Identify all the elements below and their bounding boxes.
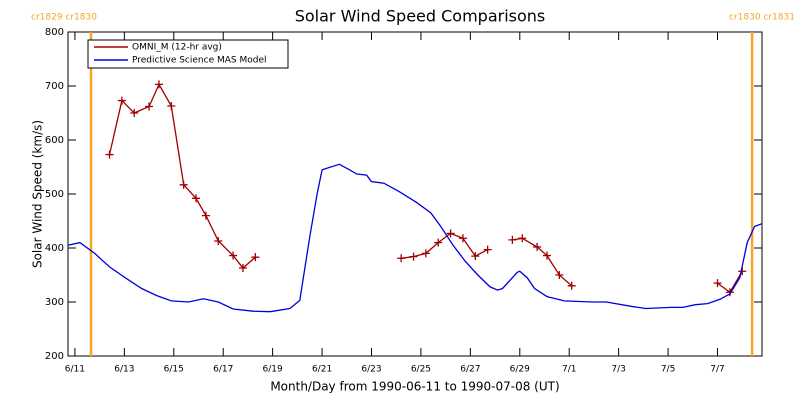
data-point [725,288,734,297]
legend-box [87,39,289,69]
x-tick-label: 6/23 [361,365,381,375]
x-tick-label: 6/25 [411,365,431,375]
data-point [409,252,418,261]
data-point [446,229,455,238]
data-point [471,252,480,261]
data-point [567,281,576,290]
data-point [105,150,114,159]
data-point [533,242,542,251]
data-point [397,254,406,263]
data-point [192,194,201,203]
data-point [229,251,238,260]
data-point [251,253,260,262]
y-tick-label: 700 [45,81,64,92]
x-tick-label: 6/11 [65,365,85,375]
data-point [458,234,467,243]
data-point [713,279,722,288]
y-tick-label: 600 [45,135,64,146]
data-point [238,263,247,272]
y-tick-label: 400 [45,243,64,254]
y-tick-label: 300 [45,297,64,308]
x-tick-label: 6/15 [164,365,184,375]
data-point [555,271,564,279]
y-tick-label: 200 [45,351,64,362]
data-point [117,96,126,105]
data-point [508,235,517,244]
x-axis-label: Month/Day from 1990-06-11 to 1990-07-08 … [270,380,559,394]
chart-title: Solar Wind Speed Comparisons [295,7,546,26]
x-tick-label: 6/17 [213,365,233,375]
x-tick-label: 7/5 [661,365,675,375]
data-point [434,238,443,247]
x-tick-label: 6/27 [460,365,480,375]
data-point [483,245,492,254]
x-tick-label: 7/1 [562,365,576,375]
y-axis-label: Solar Wind Speed (km/s) [31,120,45,268]
x-tick-label: 6/19 [263,365,283,375]
data-point [179,180,188,189]
legend-label: OMNI_M (12-hr avg) [132,43,222,53]
data-point [167,101,176,110]
data-point [130,109,139,117]
data-point [421,249,430,258]
data-point [145,102,154,111]
data-point [518,234,527,243]
y-tick-label: 500 [45,189,64,200]
data-point [214,236,223,245]
boundary-label: cr1829 cr1830 [31,13,97,23]
series-line [67,163,763,313]
x-tick-label: 6/29 [510,365,530,375]
data-point [154,80,163,89]
x-tick-label: 7/3 [611,365,625,375]
y-tick-label: 800 [45,27,64,38]
boundary-label: cr1830 cr1831 [729,13,795,23]
data-point [201,211,210,220]
data-point [542,251,551,260]
legend-label: Predictive Science MAS Model [132,56,267,66]
x-tick-label: 6/21 [312,365,332,375]
x-tick-label: 7/7 [710,365,724,375]
x-tick-label: 6/13 [114,365,134,375]
